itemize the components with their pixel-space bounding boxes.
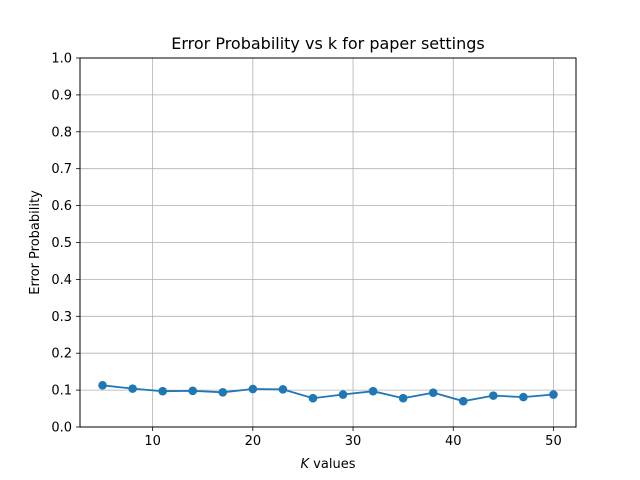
data-point <box>338 390 348 399</box>
y-tick-label: 0.3 <box>51 310 72 325</box>
data-point <box>308 393 318 403</box>
data-point <box>428 388 438 397</box>
data-point <box>458 396 468 406</box>
data-point <box>549 390 558 399</box>
x-axis-label-italic: K <box>301 457 311 472</box>
y-tick-label: 0.1 <box>51 384 72 399</box>
data-point <box>368 386 378 396</box>
y-tick-label: 0.6 <box>51 199 72 214</box>
data-point <box>489 391 498 400</box>
y-tick-label: 0.2 <box>51 347 72 362</box>
x-tick-label: 30 <box>345 434 362 449</box>
data-point <box>98 381 107 390</box>
x-axis-label: K values <box>301 457 356 472</box>
data-point <box>158 386 167 396</box>
x-tick-label: 10 <box>144 434 161 449</box>
y-tick-label: 0.9 <box>51 88 72 103</box>
y-tick-label: 1.0 <box>51 52 72 67</box>
y-axis-label: Error Probability <box>28 190 43 295</box>
y-tick-label: 0.4 <box>51 273 72 288</box>
data-point <box>188 386 198 396</box>
y-tick-label: 0.7 <box>51 162 72 177</box>
x-tick-label: 40 <box>445 434 462 449</box>
chart-title: Error Probability vs k for paper setting… <box>171 34 485 53</box>
data-point <box>278 385 288 394</box>
ticks: 10 20 30 40 50 0.0 0.1 0.2 0.3 0.4 0.5 0.6 0.7 0.8 0.9… <box>51 52 561 450</box>
y-tick-label: 0.5 <box>51 236 72 251</box>
y-tick-label: 0.8 <box>51 125 72 140</box>
data-point <box>128 384 137 393</box>
data-point <box>398 393 408 403</box>
x-tick-label: 50 <box>545 434 562 449</box>
x-tick-label: 20 <box>245 434 262 449</box>
series-line <box>102 384 554 403</box>
data-point <box>519 392 528 402</box>
x-axis-label-rest: values <box>309 457 356 472</box>
y-tick-label: 0.0 <box>51 421 72 436</box>
data-point <box>218 388 228 397</box>
series-layer <box>98 381 558 406</box>
data-point <box>248 384 258 394</box>
